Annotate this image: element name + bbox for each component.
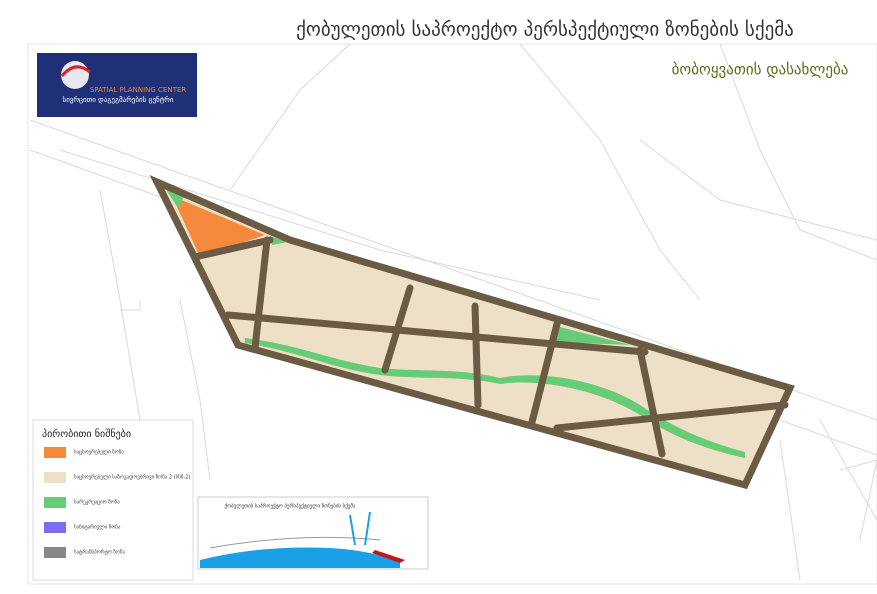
green-patch [270, 236, 288, 245]
legend-title: პირობითი ნიშნები [42, 428, 131, 440]
legend-swatch [44, 547, 66, 558]
green-patch [555, 327, 630, 345]
legend-swatch [44, 497, 66, 508]
logo-swoosh [60, 65, 91, 77]
river [245, 338, 745, 458]
legend-swatch [44, 472, 66, 483]
legend-label: საცხოვრებელი საზოგადოებრივი ზონა 2 (სსზ-… [74, 474, 190, 481]
roads [149, 174, 795, 490]
legend-swatch [44, 447, 66, 458]
legend-label: სატრანსპორტო ზონა [74, 549, 125, 556]
legend-label: სანიტარიული ზონა [74, 524, 121, 531]
logo [37, 53, 197, 117]
inset-road [209, 536, 381, 549]
logo-emblem [61, 61, 89, 89]
subtitle: ბობოყვათის დასახლება [672, 61, 849, 79]
logo-name: SPATIAL PLANNING CENTER [90, 86, 186, 94]
legend-label: საცხოვრებელი ზონა [74, 449, 124, 456]
orange-zone [172, 196, 265, 257]
inset-highlight [372, 550, 405, 563]
title: ქობულეთის საპროექტო პერსპექტიული ზონების… [296, 19, 794, 41]
legend-swatch [44, 522, 66, 533]
logo-name-local: სივრცითი დაგეგმარების ცენტრი [63, 95, 174, 104]
legend-label: სარეკრეაციო ზონა [74, 499, 120, 506]
green-patch [165, 188, 185, 208]
inset-river [349, 511, 371, 546]
inset-title: ქობულეთის საპროექტო პერსპექტიული ზონების… [225, 503, 356, 510]
sea [200, 547, 400, 568]
